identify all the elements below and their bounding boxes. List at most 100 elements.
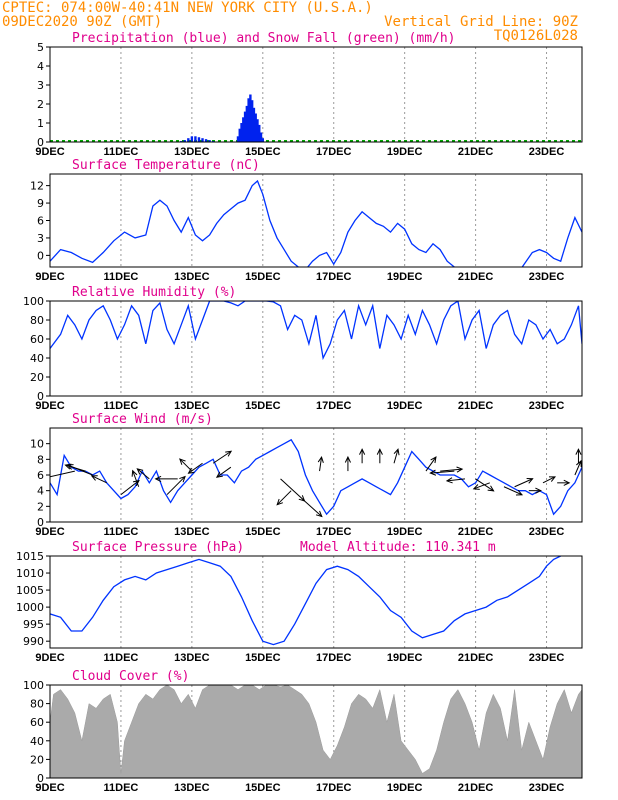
pressure-y-tick-label: 1005 <box>16 584 44 597</box>
cloud-y-tick-label: 20 <box>30 753 44 766</box>
humidity-y-tick-label: 40 <box>30 352 44 365</box>
humidity-y-tick-label: 60 <box>30 333 44 346</box>
wind-arrow <box>276 490 292 506</box>
pressure-x-tick-label: 21DEC <box>458 652 494 664</box>
humidity-x-tick-label: 21DEC <box>458 400 494 412</box>
wind-arrow <box>179 458 193 472</box>
humidity-y-tick-label: 80 <box>30 314 44 327</box>
pressure-series-line <box>50 556 561 646</box>
wind-frame <box>49 427 583 523</box>
precip-plot-area <box>50 94 582 142</box>
precip-bar <box>252 107 256 142</box>
temperature-x-tick-label: 15DEC <box>245 271 281 283</box>
pressure-y-tick-label: 1000 <box>16 601 44 614</box>
pressure-y-tick-label: 1010 <box>16 567 44 580</box>
header-grid-note: Vertical Grid Line: 90Z <box>384 14 578 30</box>
precip-frame <box>49 46 583 143</box>
wind-arrow <box>359 448 366 464</box>
temperature-y-tick-label: 0 <box>37 249 44 262</box>
pressure-x-tick-label: 13DEC <box>174 652 210 664</box>
temperature-y-tick-label: 12 <box>30 180 44 193</box>
wind-y-tick-label: 6 <box>37 469 44 482</box>
precip-bar <box>242 117 245 142</box>
wind-arrow <box>120 479 140 495</box>
cloud-cover-area <box>50 685 582 778</box>
header-model-id: TQ0126L028 <box>494 28 578 44</box>
pressure-x-tick-label: 9DEC <box>35 652 64 664</box>
precip-bar <box>259 132 263 142</box>
precip-bar <box>194 136 197 142</box>
wind-panel: Surface Wind (m/s) 9DEC 11DEC 13DEC 15DEC 17D… <box>30 412 583 538</box>
wind-arrow <box>528 487 542 494</box>
wind-arrow <box>66 464 93 476</box>
temperature-x-tick-label: 11DEC <box>104 271 139 283</box>
pressure-y-tick-label: 1015 <box>16 550 44 563</box>
precip-y-tick-label: 1 <box>37 117 44 130</box>
cloud-x-tick-label: 19DEC <box>387 782 423 794</box>
wind-title: Surface Wind (m/s) <box>72 412 213 427</box>
precip-bar <box>240 123 243 142</box>
wind-x-tick-label: 11DEC <box>104 526 139 538</box>
wind-arrow <box>574 459 582 476</box>
precip-bar <box>190 136 194 142</box>
cloud-x-tick-label: 15DEC <box>245 782 281 794</box>
humidity-y-tick-label: 20 <box>30 371 44 384</box>
wind-arrow <box>136 468 150 480</box>
precip-y-tick-label: 2 <box>37 98 44 111</box>
wind-arrow <box>557 479 571 486</box>
wind-arrow <box>301 498 323 518</box>
precip-y-tick-label: 5 <box>37 41 44 54</box>
wind-arrow <box>317 455 324 472</box>
wind-x-tick-label: 23DEC <box>529 526 565 538</box>
humidity-series-line <box>50 301 582 361</box>
wind-arrow <box>429 469 455 476</box>
pressure-plot-area <box>50 556 561 646</box>
cloud-y-tick-label: 80 <box>30 698 44 711</box>
temperature-title: Surface Temperature (nC) <box>72 158 260 173</box>
temperature-series-line <box>50 179 582 267</box>
cloud-y-tick-label: 0 <box>37 772 44 785</box>
humidity-y-tick-label: 100 <box>23 295 44 308</box>
wind-arrow <box>425 456 437 472</box>
cloud-title: Cloud Cover (%) <box>72 669 189 684</box>
precip-bar <box>254 113 257 142</box>
header-date: 09DEC2020 90Z (GMT) <box>2 14 162 30</box>
precip-panel: Precipitation (blue) and Snow Fall (gree… <box>35 31 583 158</box>
humidity-title: Relative Humidity (%) <box>72 285 236 300</box>
precip-bar <box>243 111 247 142</box>
temperature-x-tick-label: 9DEC <box>35 271 64 283</box>
wind-y-tick-label: 10 <box>30 438 44 451</box>
precip-bar <box>204 139 208 142</box>
temperature-y-tick-label: 6 <box>37 215 44 228</box>
precip-x-tick-label: 9DEC <box>35 146 64 158</box>
precip-bar <box>197 137 201 142</box>
wind-y-tick-label: 2 <box>37 500 44 513</box>
precip-bar <box>256 119 259 142</box>
wind-arrow <box>542 476 557 484</box>
temperature-plot-area <box>50 179 582 267</box>
cloud-y-tick-label: 40 <box>30 735 44 748</box>
precip-bar <box>236 136 240 142</box>
temperature-panel: Surface Temperature (nC) 9DEC 11DEC 13DEC 15… <box>30 158 583 283</box>
precip-bar <box>258 124 261 142</box>
precip-x-tick-label: 17DEC <box>316 146 352 158</box>
cloud-y-tick-label: 60 <box>30 716 44 729</box>
pressure-title: Surface Pressure (hPa) <box>72 540 244 555</box>
precip-x-tick-label: 23DEC <box>529 146 565 158</box>
header-location: CPTEC: 074:00W-40:41N NEW YORK CITY (U.S… <box>2 0 373 16</box>
wind-y-tick-label: 0 <box>37 516 44 529</box>
wind-arrow <box>166 475 186 495</box>
humidity-x-tick-label: 15DEC <box>245 400 281 412</box>
precip-bar <box>208 140 211 142</box>
humidity-frame <box>49 300 583 397</box>
precip-y-tick-label: 0 <box>37 136 44 149</box>
temperature-frame <box>49 173 583 268</box>
humidity-panel: Relative Humidity (%) 9DEC 11DEC 13DEC 15DEC… <box>23 285 583 412</box>
wind-arrow <box>215 466 232 478</box>
humidity-x-tick-label: 11DEC <box>104 400 139 412</box>
precip-x-tick-label: 13DEC <box>174 146 210 158</box>
pressure-frame <box>49 555 583 649</box>
wind-arrow <box>376 448 383 464</box>
wind-arrow <box>50 470 75 478</box>
